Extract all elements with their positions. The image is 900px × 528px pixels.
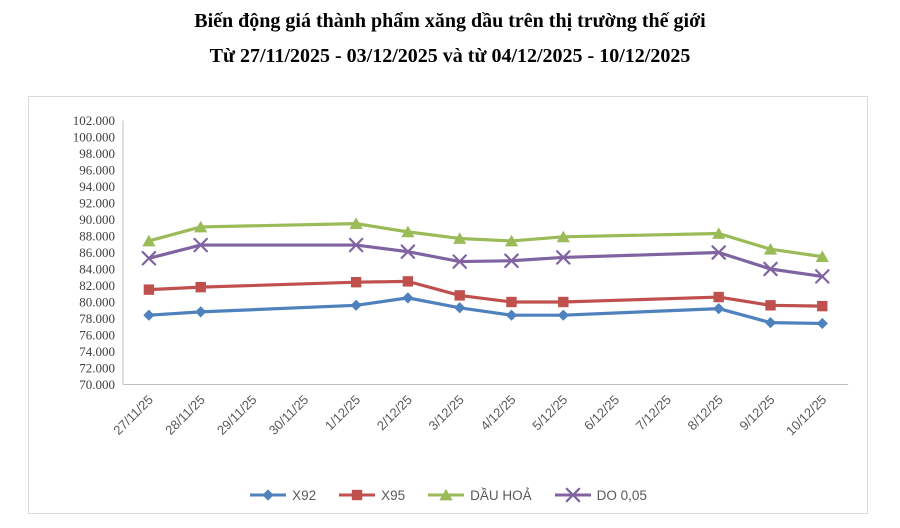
chart-frame: 102.000 100.000 98.000 96.000 94.000 92.000 90…	[28, 96, 868, 514]
y-tick-label: 98.000	[79, 146, 115, 161]
legend-marker-square-icon	[339, 489, 376, 501]
y-tick-label: 96.000	[79, 163, 115, 178]
axes	[122, 120, 849, 385]
page-title: Biến động giá thành phẩm xăng dầu trên t…	[194, 10, 706, 32]
legend-item-do-0-05: DO 0,05	[554, 487, 647, 503]
x-tick-label: 7/12/25	[633, 392, 674, 433]
series-do-0-05	[141, 237, 830, 284]
y-tick-label: 74.000	[79, 344, 115, 359]
series-x95	[143, 276, 828, 312]
chart-legend: X92 X95 DẦU HOẢ DO 0,05	[29, 487, 867, 503]
page-subtitle: Từ 27/11/2025 - 03/12/2025 và từ 04/12/2…	[209, 45, 691, 67]
legend-item-x92: X92	[249, 487, 316, 503]
x-tick-label: 28/11/25	[162, 392, 208, 438]
y-tick-label: 90.000	[79, 212, 115, 227]
x-tick-label: 1/12/25	[322, 392, 363, 433]
x-tick-label: 8/12/25	[685, 392, 726, 433]
y-tick-label: 94.000	[79, 179, 115, 194]
y-tick-label: 70.000	[79, 377, 115, 392]
y-tick-label: 86.000	[79, 245, 115, 260]
x-tick-label: 6/12/25	[581, 392, 622, 433]
x-tick-label: 2/12/25	[374, 392, 415, 433]
y-tick-label: 92.000	[79, 196, 115, 211]
x-tick-label: 5/12/25	[529, 392, 570, 433]
y-tick-label: 88.000	[79, 229, 115, 244]
y-tick-label: 72.000	[79, 361, 115, 376]
y-tick-label: 82.000	[79, 278, 115, 293]
legend-label: DẦU HOẢ	[470, 487, 532, 503]
legend-marker-triangle-icon	[428, 488, 465, 501]
legend-label: DO 0,05	[596, 487, 647, 503]
x-tick-label: 27/11/25	[110, 392, 156, 438]
y-tick-label: 76.000	[79, 328, 115, 343]
y-tick-label: 100.000	[73, 130, 115, 145]
y-tick-label: 78.000	[79, 311, 115, 326]
x-tick-label: 3/12/25	[426, 392, 467, 433]
x-tick-label: 30/11/25	[266, 392, 312, 438]
y-tick-label: 84.000	[79, 262, 115, 277]
x-tick-label: 9/12/25	[736, 392, 777, 433]
legend-marker-x-icon	[554, 487, 591, 503]
x-tick-label: 10/12/25	[783, 392, 829, 438]
chart-header: Biến động giá thành phẩm xăng dầu trên t…	[0, 8, 900, 69]
y-tick-label: 102.000	[73, 113, 115, 128]
legend-item-x95: X95	[338, 487, 405, 503]
legend-item-d-u-ho-: DẦU HOẢ	[427, 487, 532, 503]
series-d-u-ho-	[142, 217, 829, 263]
legend-marker-diamond-icon	[250, 489, 287, 501]
x-tick-label: 29/11/25	[214, 392, 260, 438]
y-tick-label: 80.000	[79, 295, 115, 310]
x-tick-label: 4/12/25	[477, 392, 518, 433]
legend-label: X95	[381, 487, 406, 503]
legend-label: X92	[292, 487, 317, 503]
x-axis-labels: 27/11/25 28/11/25 29/11/25 30/11/25 1/12/25 2…	[110, 392, 829, 438]
